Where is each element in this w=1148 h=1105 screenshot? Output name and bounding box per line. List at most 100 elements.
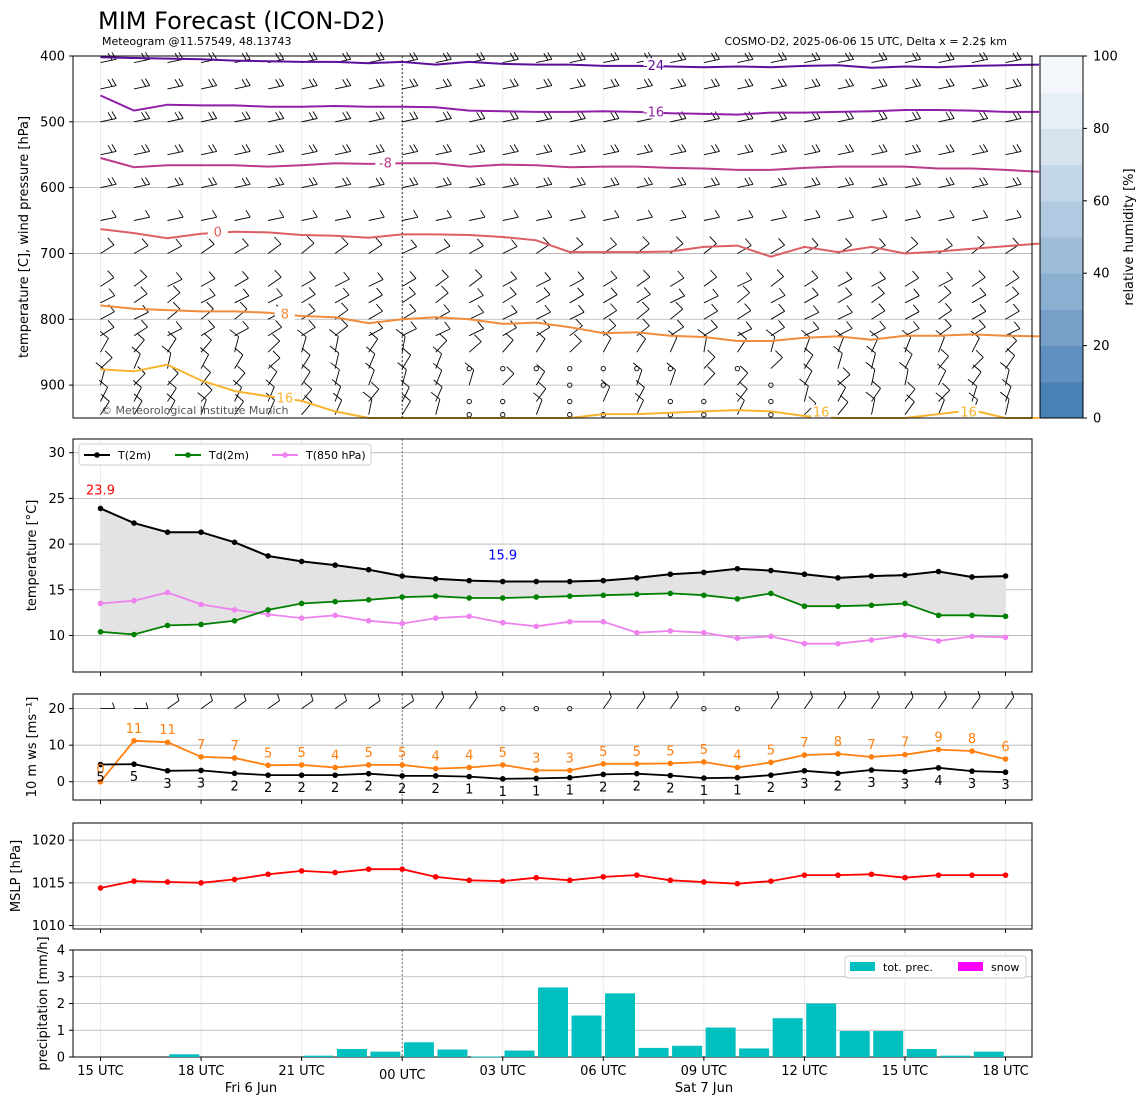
barb xyxy=(971,364,982,386)
barb xyxy=(335,111,352,123)
barb xyxy=(600,365,606,372)
legend-label-2: T(850 hPa) xyxy=(305,449,366,462)
legend-label-1: Td(2m) xyxy=(208,449,249,462)
barb xyxy=(435,177,452,189)
barb xyxy=(167,78,184,90)
barb xyxy=(937,363,947,386)
wind-max-point-22 xyxy=(835,751,841,757)
barb xyxy=(533,705,539,712)
wind-max-point-9 xyxy=(399,762,405,768)
barb xyxy=(335,209,352,221)
wind-max-point-19 xyxy=(734,764,741,771)
barb xyxy=(469,144,486,156)
barb xyxy=(837,367,851,386)
wind-max-label-8: 5 xyxy=(365,746,373,761)
y-axis-label: precipitation [mm/h] xyxy=(36,936,51,1070)
td2m-point-16 xyxy=(634,591,640,598)
barb xyxy=(904,177,921,189)
wind-max-point-11 xyxy=(466,764,473,771)
barb xyxy=(833,345,843,369)
t2m-point-17 xyxy=(667,571,674,578)
barb xyxy=(329,329,339,353)
barb xyxy=(234,111,251,123)
wind-mean-point-18 xyxy=(701,775,707,781)
barb xyxy=(469,177,486,189)
barb xyxy=(804,237,819,254)
ytick-label-3: 700 xyxy=(40,247,65,262)
barb xyxy=(600,379,611,402)
t2m-point-22 xyxy=(835,575,841,581)
td2m-line xyxy=(100,592,1006,636)
barb xyxy=(368,177,385,189)
barb xyxy=(201,111,218,123)
barb xyxy=(904,52,921,64)
t850-point-3 xyxy=(198,601,204,608)
barb xyxy=(267,269,282,287)
barb xyxy=(167,321,183,337)
barb xyxy=(536,209,553,221)
t2m-point-2 xyxy=(164,529,171,535)
t2m-point-0 xyxy=(97,505,104,512)
mslp-point-22 xyxy=(835,872,841,878)
barb xyxy=(468,334,482,353)
barb xyxy=(770,237,785,254)
barb xyxy=(871,286,885,304)
barb xyxy=(603,209,620,221)
barb xyxy=(365,362,375,386)
barb xyxy=(268,111,285,123)
colorbar-level-3 xyxy=(1040,273,1083,310)
td2m-point-24 xyxy=(902,600,908,607)
ytick-label-0: 10 xyxy=(48,629,65,644)
ytick-label-4: 800 xyxy=(40,313,65,328)
wind-mean-label-2: 3 xyxy=(163,777,171,792)
xtick-label-4: 03 UTC xyxy=(480,1064,526,1079)
barb xyxy=(234,78,251,90)
barb xyxy=(301,381,313,402)
isotherm-m24 xyxy=(100,56,1040,69)
barb xyxy=(635,380,645,402)
barb xyxy=(536,144,553,156)
wind-mean-point-1 xyxy=(131,761,137,767)
barb xyxy=(536,78,553,90)
barb xyxy=(334,318,349,337)
t850-point-9 xyxy=(399,620,405,627)
panel-frame xyxy=(72,55,1033,419)
xtick-label-6: 09 UTC xyxy=(681,1064,727,1079)
mslp-point-24 xyxy=(902,874,908,881)
barb xyxy=(770,350,783,369)
wind-mean-line xyxy=(100,763,1006,780)
barb xyxy=(904,236,919,254)
t850-point-18 xyxy=(701,629,707,636)
wind-mean-label-14: 1 xyxy=(566,784,574,799)
colorbar-tick-label-2: 40 xyxy=(1093,267,1110,282)
wind-mean-point-26 xyxy=(969,768,975,774)
wind-max-point-23 xyxy=(868,754,875,760)
barb xyxy=(133,304,149,320)
colorbar-level-0 xyxy=(1040,381,1083,419)
t2m-point-19 xyxy=(734,565,741,572)
legend-swatch-snow xyxy=(958,962,983,971)
barb xyxy=(536,272,551,287)
wind-mean-point-16 xyxy=(634,770,640,777)
wind-mean-point-24 xyxy=(902,768,908,775)
colorbar-tick-label-1: 20 xyxy=(1093,339,1110,354)
barb xyxy=(402,52,419,64)
mslp-point-16 xyxy=(634,872,640,878)
barb xyxy=(432,346,443,369)
barb xyxy=(904,288,920,304)
barb xyxy=(703,269,718,287)
wind-mean-label-19: 1 xyxy=(733,784,741,799)
td2m-point-2 xyxy=(164,622,171,629)
wind-mean-point-12 xyxy=(499,776,506,782)
barb xyxy=(401,321,417,337)
isotherm-label-16-extra-0: 16 xyxy=(813,406,830,421)
td2m-point-26 xyxy=(969,612,975,619)
legend-label-0: T(2m) xyxy=(117,449,151,462)
wind-max-label-11: 4 xyxy=(465,748,473,763)
barb xyxy=(569,237,584,254)
wind-max-point-17 xyxy=(667,760,674,767)
barb xyxy=(602,330,612,353)
wind-mean-label-8: 2 xyxy=(365,780,373,795)
t2m-point-15 xyxy=(600,577,607,584)
